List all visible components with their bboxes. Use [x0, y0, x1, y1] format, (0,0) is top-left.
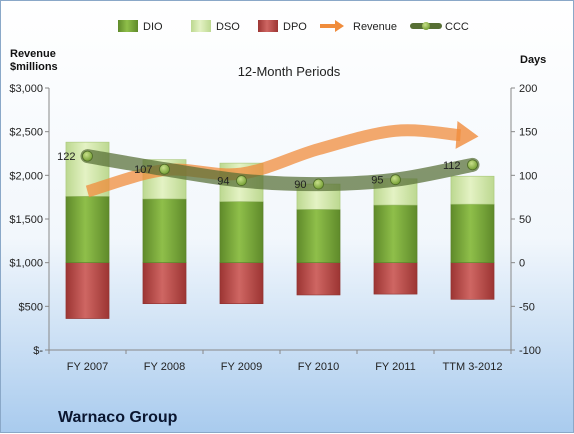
- legend-swatch-dio: [118, 20, 138, 32]
- chart-title: Warnaco Group: [58, 409, 178, 426]
- ccc-point: [390, 174, 401, 186]
- legend-item-dso: DSO: [191, 20, 240, 33]
- dpo-bar: [450, 262, 495, 300]
- right-tick-label: 0: [519, 258, 525, 270]
- legend-label-dio: DIO: [143, 21, 163, 33]
- dio-bar: [219, 201, 264, 263]
- left-tick-label: $1,000: [9, 258, 43, 270]
- left-tick-label: $500: [19, 301, 43, 313]
- ccc-point: [313, 178, 324, 190]
- ccc-series: 122 107 94 90 95 112: [57, 149, 480, 192]
- left-tick-label: $2,000: [9, 170, 43, 182]
- legend-marker-ccc: [422, 22, 430, 30]
- left-tick-label: $2,500: [9, 127, 43, 139]
- dio-bar: [373, 204, 418, 263]
- left-axis-title-line2: $millions: [10, 61, 58, 73]
- left-tick-label: $3,000: [9, 83, 43, 95]
- x-tick-label: FY 2009: [221, 361, 262, 373]
- right-axis-ticks: -100 -50 0 50 100 150 200: [511, 83, 541, 357]
- ccc-point: [236, 175, 247, 186]
- right-tick-label: -100: [519, 345, 541, 357]
- dio-bar: [450, 203, 495, 263]
- dio-bar: [296, 209, 341, 263]
- x-tick-label: FY 2010: [298, 361, 339, 373]
- ccc-point: [467, 159, 478, 171]
- left-axis-title-line1: Revenue: [10, 48, 56, 60]
- right-tick-label: 150: [519, 127, 537, 139]
- x-axis-ticks: FY 2007 FY 2008 FY 2009 FY 2010 FY 2011 TTM 3…: [48, 350, 512, 373]
- legend-label-ccc: CCC: [445, 21, 469, 33]
- legend-swatch-revenue: [320, 20, 344, 32]
- legend: DIO DSO DPO Revenue CCC: [118, 20, 469, 33]
- left-tick-label: $1,500: [9, 214, 43, 226]
- right-tick-label: 200: [519, 83, 537, 95]
- ccc-point: [159, 163, 170, 175]
- legend-label-revenue: Revenue: [353, 21, 397, 33]
- legend-item-revenue: Revenue: [320, 20, 397, 33]
- right-tick-label: 50: [519, 214, 531, 226]
- right-tick-label: -50: [519, 301, 535, 313]
- legend-swatch-dso: [191, 20, 211, 32]
- dpo-bar: [142, 262, 187, 305]
- right-axis-title: Days: [520, 54, 546, 66]
- legend-label-dso: DSO: [216, 21, 240, 33]
- ccc-data-label: 90: [294, 179, 306, 191]
- left-tick-label: $-: [33, 345, 43, 357]
- right-tick-label: 100: [519, 170, 537, 182]
- dpo-bar: [373, 262, 418, 295]
- legend-swatch-dpo: [258, 20, 278, 32]
- ccc-data-label: 94: [217, 176, 229, 188]
- dio-bar: [65, 195, 110, 263]
- dso-bar: [450, 175, 495, 205]
- ccc-data-label: 122: [57, 151, 75, 163]
- chart-subtitle: 12-Month Periods: [238, 64, 341, 79]
- x-tick-label: TTM 3-2012: [443, 361, 503, 373]
- revenue-arrowhead: [455, 120, 479, 149]
- ccc-line: [80, 149, 480, 192]
- legend-label-dpo: DPO: [283, 21, 307, 33]
- legend-item-dio: DIO: [118, 20, 163, 33]
- dpo-bar: [65, 262, 110, 319]
- legend-item-dpo: DPO: [258, 20, 307, 33]
- x-tick-label: FY 2007: [67, 361, 108, 373]
- ccc-data-label: 112: [443, 160, 461, 172]
- ccc-data-label: 107: [134, 164, 152, 176]
- dpo-bar: [296, 262, 341, 296]
- dpo-bar: [219, 262, 264, 305]
- x-tick-label: FY 2011: [375, 361, 416, 373]
- dio-bar: [142, 198, 187, 263]
- left-axis-ticks: $- $500 $1,000 $1,500 $2,000 $2,500 $3,000: [9, 83, 49, 357]
- ccc-data-label: 95: [371, 175, 383, 187]
- x-tick-label: FY 2008: [144, 361, 185, 373]
- legend-item-ccc: CCC: [410, 21, 469, 33]
- ccc-point: [82, 150, 93, 162]
